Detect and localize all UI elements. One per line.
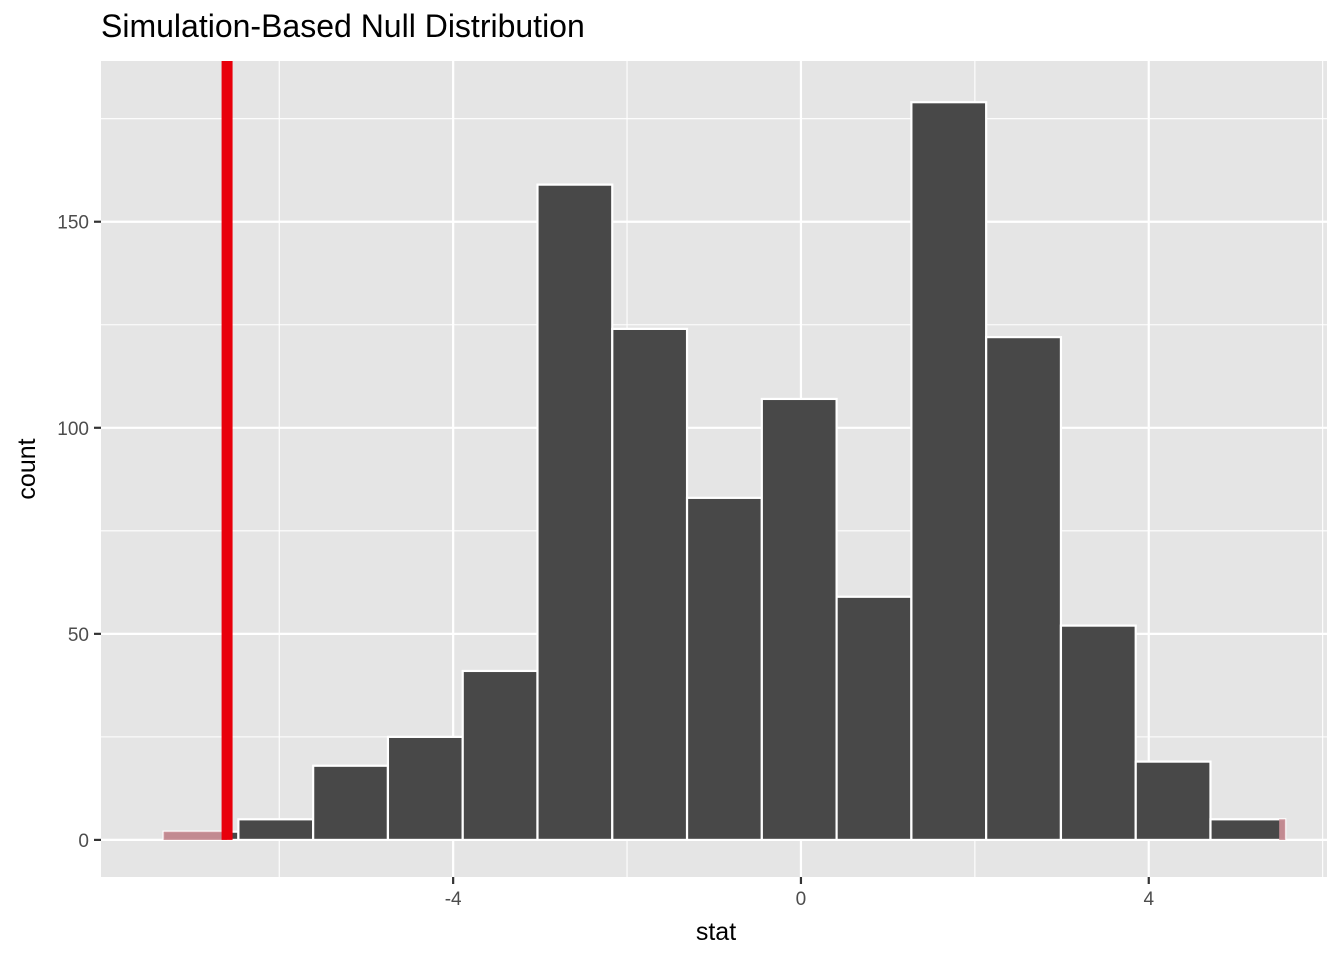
x-axis-title: stat (696, 918, 736, 946)
histogram-bar (312, 764, 390, 842)
y-tick-label: 50 (68, 625, 89, 646)
y-tick-label: 0 (78, 831, 89, 852)
x-axis: -4 0 4 (445, 877, 1154, 910)
histogram-bar (386, 735, 464, 842)
shaded-bar-portion (1279, 819, 1286, 840)
y-axis: 0 50 100 150 (57, 213, 101, 852)
histogram-bar (1209, 818, 1287, 842)
histogram-bar (835, 595, 913, 842)
histogram-bar (910, 101, 988, 842)
histogram-bar (536, 183, 614, 842)
chart-title: Simulation-Based Null Distribution (101, 8, 585, 44)
histogram-bar (685, 496, 763, 842)
y-tick-label: 100 (57, 419, 89, 440)
histogram-bar (985, 336, 1063, 842)
x-tick-label: 0 (796, 889, 807, 910)
x-tick-label: 4 (1143, 889, 1154, 910)
histogram-bars (162, 101, 1287, 842)
histogram-bar (237, 818, 315, 842)
histogram-bar (1059, 624, 1137, 842)
shaded-bar-portion (163, 831, 228, 840)
histogram-bar (1134, 760, 1212, 842)
histogram-bar (760, 397, 838, 842)
y-tick-label: 150 (57, 213, 89, 234)
histogram-bar (461, 669, 539, 842)
x-tick-label: -4 (445, 889, 462, 910)
histogram-bar (611, 327, 689, 842)
y-axis-title: count (13, 438, 41, 499)
